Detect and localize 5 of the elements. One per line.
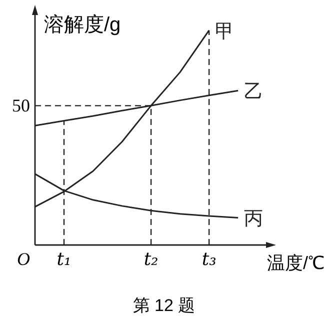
annotation: 50 <box>12 96 30 116</box>
ylabel: 溶解度/g <box>44 14 121 36</box>
xlabel: 温度/℃ <box>266 253 325 273</box>
annotation: O <box>17 249 30 269</box>
annotation: 第 12 题 <box>132 296 196 315</box>
